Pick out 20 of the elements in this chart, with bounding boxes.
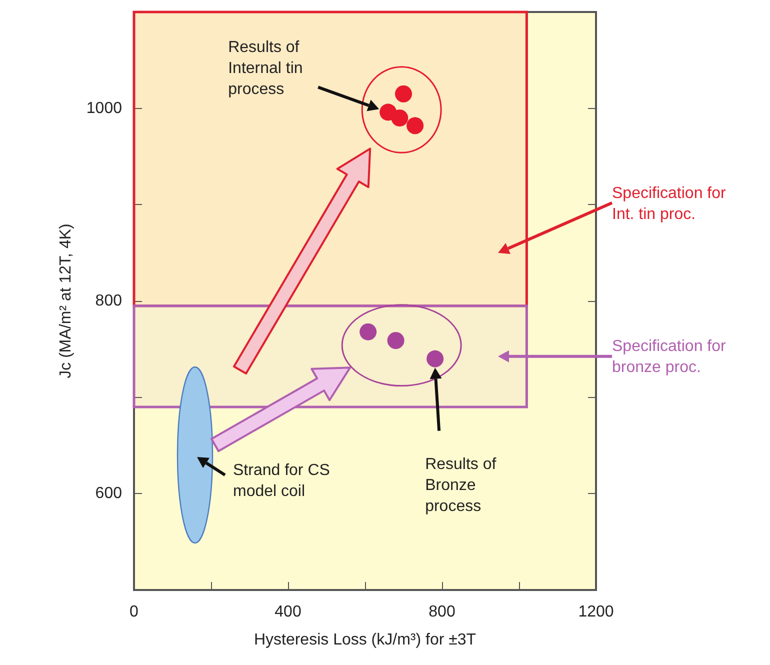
point <box>391 109 408 126</box>
point <box>426 350 444 368</box>
y-tick-label: 600 <box>95 485 122 502</box>
x-tick-label: 400 <box>274 604 302 620</box>
band-label: Specification for Int. tin proc. <box>612 184 727 225</box>
point <box>387 332 404 349</box>
y-axis-title: Jc (MA/m² at 12T, 4K) <box>58 224 74 378</box>
x-tick-label: 0 <box>130 604 139 620</box>
x-tick-label: 800 <box>428 604 456 620</box>
point <box>395 85 412 102</box>
point <box>406 117 424 134</box>
y-tick-label: 800 <box>95 292 122 310</box>
band-label: Specification for bronze proc. <box>612 337 727 378</box>
annotation: Results of Bronze process <box>425 454 498 517</box>
x-axis-title: Hysteresis Loss (kJ/m³) for ±3T <box>254 632 476 648</box>
point <box>360 323 377 340</box>
annotation: Strand for CS model coil <box>233 461 331 502</box>
x-tick-label: 1200 <box>578 604 614 620</box>
y-tick-label: 1000 <box>86 100 122 117</box>
annotation: Results of Internal tin process <box>228 38 304 100</box>
